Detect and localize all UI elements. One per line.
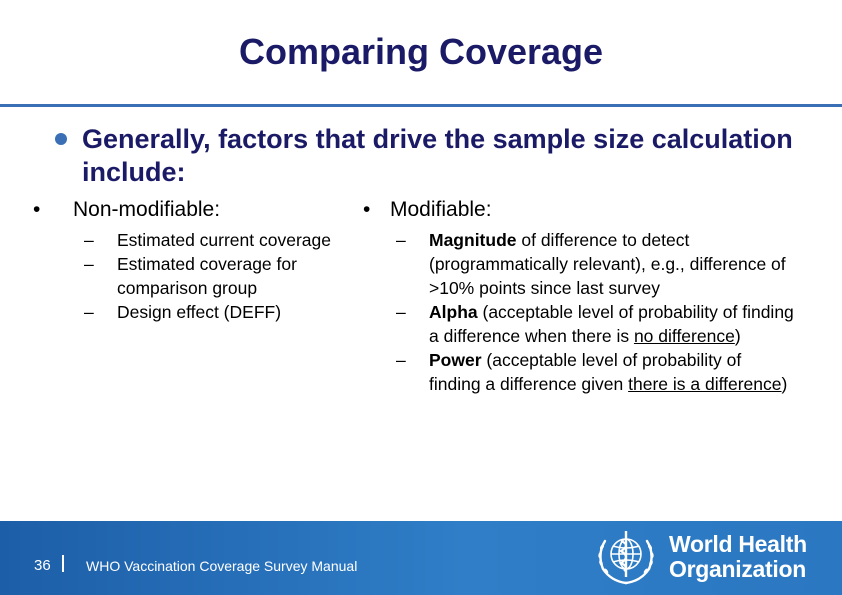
main-bullet-text: Generally, factors that drive the sample… (82, 124, 793, 187)
who-logo-line2: Organization (669, 556, 806, 582)
slide-title: Comparing Coverage (238, 31, 604, 72)
dash-icon: – (84, 230, 94, 250)
dash-icon: – (84, 254, 94, 274)
right-column-list: – Magnitude of difference to detect (pro… (396, 228, 796, 396)
term-magnitude: Magnitude (429, 230, 517, 250)
dash-icon: – (396, 350, 406, 370)
list-item-text: Estimated current coverage (117, 230, 331, 250)
page-number: 36 (34, 557, 51, 574)
list-item: – Magnitude of difference to detect (pro… (396, 228, 796, 300)
list-item-text: (acceptable level of probability of find… (429, 302, 794, 346)
bullet-icon: • (363, 198, 371, 221)
list-item: – Design effect (DEFF) (84, 300, 334, 324)
list-item: – Power (acceptable level of probability… (396, 348, 796, 396)
underlined-text: no difference (633, 326, 735, 346)
title-divider (0, 104, 842, 107)
left-column-heading: • Non-modifiable: (33, 198, 323, 222)
dash-icon: – (84, 302, 94, 322)
term-power: Power (429, 350, 482, 370)
left-heading-text: Non-modifiable: (73, 198, 221, 221)
page-separator (62, 555, 64, 572)
closing-paren: ) (781, 374, 788, 394)
who-logo-line1: World Health (669, 531, 807, 557)
bullet-icon: • (33, 198, 41, 221)
who-logo-text: World Health Organization (669, 532, 807, 582)
left-column-list: – Estimated current coverage – Estimated… (84, 228, 334, 324)
dash-icon: – (396, 302, 406, 322)
footer-title: WHO Vaccination Coverage Survey Manual (86, 558, 358, 574)
list-item: – Estimated current coverage (84, 228, 334, 252)
main-bullet: Generally, factors that drive the sample… (55, 123, 835, 189)
right-column-heading: • Modifiable: (350, 198, 650, 222)
dash-icon: – (396, 230, 406, 250)
list-item-text: (acceptable level of probability of find… (429, 350, 742, 394)
list-item: – Estimated coverage for comparison grou… (84, 252, 334, 300)
list-item: – Alpha (acceptable level of probability… (396, 300, 796, 348)
term-alpha: Alpha (429, 302, 478, 322)
who-emblem-icon (598, 531, 654, 585)
closing-paren: ) (734, 326, 741, 346)
footer-bar: 36 WHO Vaccination Coverage Survey Manua… (0, 521, 842, 595)
list-item-text: of difference to detect (programmaticall… (429, 230, 786, 298)
right-heading-text: Modifiable: (390, 198, 492, 221)
list-item-text: Estimated coverage for comparison group (117, 254, 297, 298)
bullet-dot-icon (55, 133, 67, 145)
underlined-text: there is a difference (628, 374, 782, 394)
list-item-text: Design effect (DEFF) (117, 302, 282, 322)
